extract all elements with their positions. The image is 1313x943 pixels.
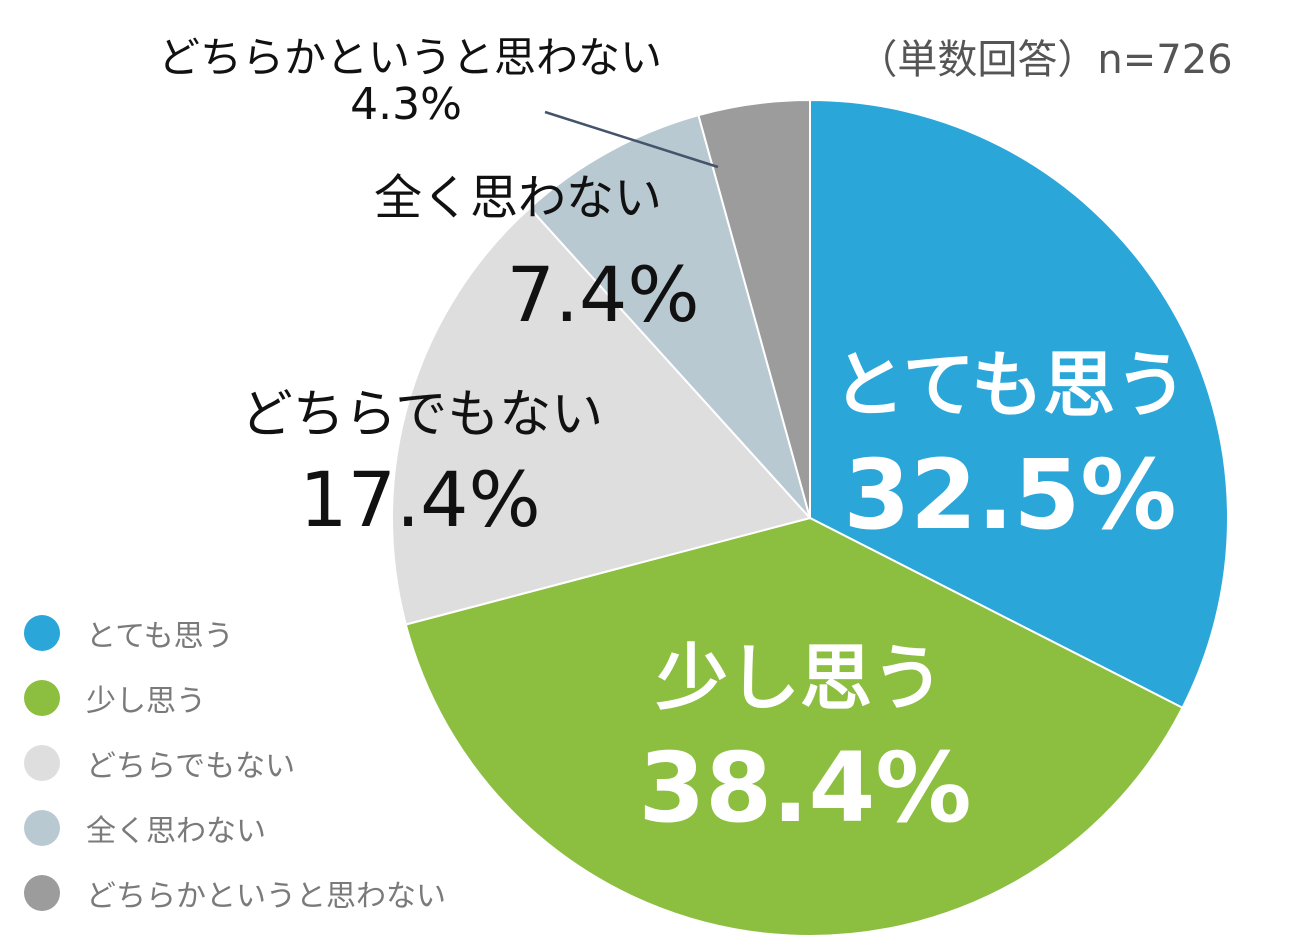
slice-label-2: どちらでもない bbox=[240, 385, 604, 445]
slice-value-2: 17.4% bbox=[299, 455, 541, 544]
legend-marker bbox=[24, 744, 60, 781]
slice-value-3: 7.4% bbox=[506, 250, 700, 339]
legend-label: 少し思う bbox=[86, 683, 206, 719]
legend-marker bbox=[24, 809, 60, 846]
legend-item: どちらかというと思わない bbox=[24, 860, 446, 925]
pie-slice-0 bbox=[809, 98, 1229, 710]
slice-value-1: 38.4% bbox=[638, 732, 972, 844]
slice-label-3: 全く思わない bbox=[373, 170, 663, 226]
legend-item: どちらでもない bbox=[24, 730, 446, 795]
legend-label: 全く思わない bbox=[86, 813, 266, 849]
legend-item: 少し思う bbox=[24, 665, 446, 730]
legend-marker bbox=[24, 679, 60, 716]
legend-item: 全く思わない bbox=[24, 795, 446, 860]
legend-label: とても思う bbox=[86, 618, 234, 654]
sample-note: （単数回答）n=726 bbox=[857, 37, 1233, 83]
slice-value-0: 32.5% bbox=[843, 439, 1177, 551]
legend-label: どちらでもない bbox=[86, 748, 296, 784]
slice-label-4: どちらかというと思わない bbox=[157, 33, 663, 82]
legend-marker bbox=[24, 614, 60, 651]
slice-value-4: 4.3% bbox=[350, 79, 462, 130]
slice-label-1: 少し思う bbox=[655, 636, 945, 720]
slice-label-0: とても思う bbox=[832, 343, 1188, 427]
legend-marker bbox=[24, 874, 60, 911]
legend: とても思う 少し思う どちらでもない 全く思わない どちらかというと思わない bbox=[24, 600, 446, 925]
legend-item: とても思う bbox=[24, 600, 446, 665]
pie-slice-1 bbox=[404, 516, 1184, 937]
leader-line bbox=[544, 110, 719, 169]
pie-slice-4 bbox=[697, 98, 811, 519]
legend-label: どちらかというと思わない bbox=[86, 878, 446, 914]
pie-slice-2 bbox=[391, 206, 812, 626]
pie-slice-3 bbox=[528, 113, 811, 519]
